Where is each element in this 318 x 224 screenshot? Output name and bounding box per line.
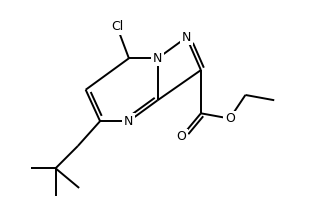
Text: O: O [225,112,235,125]
Text: N: N [182,31,191,44]
Text: Cl: Cl [111,20,123,33]
Text: O: O [176,130,186,143]
Text: N: N [124,115,134,128]
Text: N: N [153,52,162,65]
